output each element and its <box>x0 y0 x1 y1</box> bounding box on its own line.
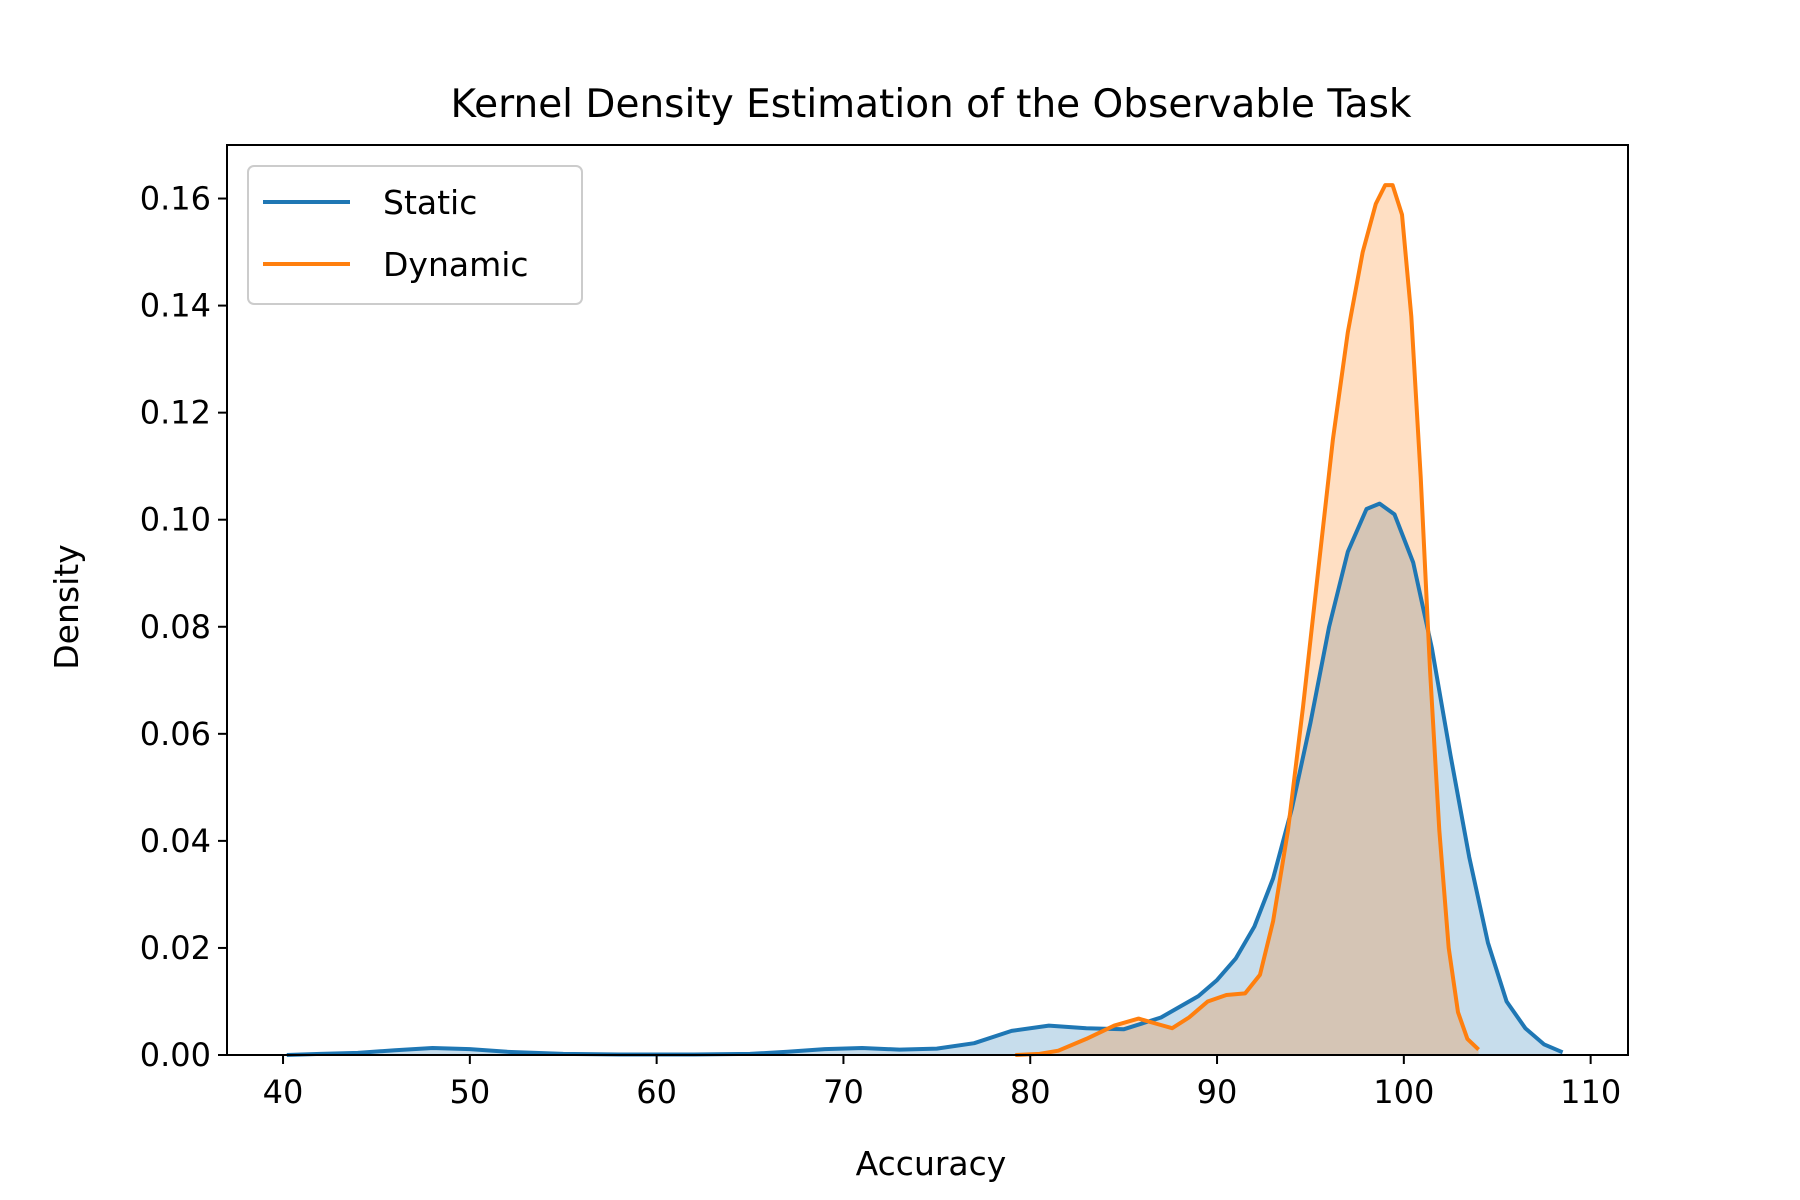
y-tick-label: 0.04 <box>140 822 211 860</box>
chart-title: Kernel Density Estimation of the Observa… <box>451 82 1412 127</box>
y-tick-label: 0.02 <box>140 929 211 967</box>
x-axis-label: Accuracy <box>856 1144 1007 1183</box>
plot-frame <box>226 144 1629 1056</box>
x-tick-label: 70 <box>823 1073 864 1111</box>
y-tick-label: 0.08 <box>140 608 211 646</box>
x-tick-label: 100 <box>1373 1073 1434 1111</box>
legend-label-static: Static <box>383 183 477 222</box>
x-tick-label: 60 <box>636 1073 677 1111</box>
series-line-dynamic <box>1015 183 1480 1057</box>
axes-layer: 40 50 60 70 80 90 100 110 0.00 0.02 0.04 0.06 0.08 0.… <box>140 144 1629 1111</box>
legend: Static Dynamic <box>247 165 583 305</box>
series-line-static <box>286 501 1564 1057</box>
y-tick-label: 0.12 <box>140 394 211 432</box>
y-tick-label: 0.06 <box>140 715 211 753</box>
x-tick-label: 90 <box>1197 1073 1238 1111</box>
x-tick-label: 110 <box>1560 1073 1621 1111</box>
x-tick-label: 80 <box>1010 1073 1051 1111</box>
legend-label-dynamic: Dynamic <box>383 245 529 284</box>
y-tick-label: 0.14 <box>140 287 211 325</box>
x-tick-label: 50 <box>449 1073 490 1111</box>
y-tick-label: 0.00 <box>140 1036 211 1074</box>
y-axis-label: Density <box>47 544 86 669</box>
x-tick-label: 40 <box>263 1073 304 1111</box>
series-layer <box>286 183 1564 1057</box>
y-tick-label: 0.10 <box>140 501 211 539</box>
series-area-dynamic <box>1015 185 1479 1056</box>
y-tick-label: 0.16 <box>140 180 211 218</box>
series-area-static <box>286 503 1563 1056</box>
